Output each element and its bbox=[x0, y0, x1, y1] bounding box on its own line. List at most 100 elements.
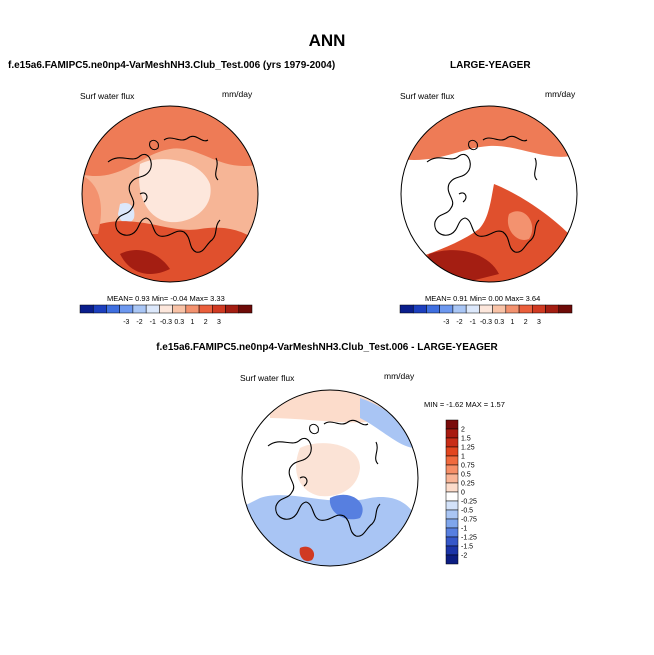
colorbar-swatch bbox=[445, 455, 459, 466]
obs-units-label: mm/day bbox=[545, 89, 576, 99]
colorbar-swatch bbox=[106, 304, 120, 314]
colorbar-swatch bbox=[145, 304, 160, 314]
figure-title: ANN bbox=[308, 31, 346, 50]
coastline bbox=[309, 423, 319, 435]
colorbar-swatch bbox=[445, 500, 459, 511]
coastline bbox=[107, 135, 221, 253]
colorbar-tick-label: 1.25 bbox=[461, 445, 475, 452]
colorbar-tick-label: -1.25 bbox=[461, 535, 477, 542]
colorbar-swatch bbox=[159, 304, 173, 314]
diff-stats: MIN = -1.62 MAX = 1.57 bbox=[424, 400, 505, 409]
colorbar-tick-label: 1.5 bbox=[461, 436, 471, 443]
test-variable-label: Surf water flux bbox=[80, 91, 135, 101]
colorbar-swatch bbox=[545, 304, 560, 314]
test-colorbar: -3 -2 -1 -0.3 0.3 1 2 3 bbox=[79, 304, 253, 326]
colorbar-swatch bbox=[79, 304, 94, 314]
map-border bbox=[81, 105, 259, 283]
colorbar-tick-label: -0.3 bbox=[480, 319, 492, 326]
colorbar-swatch bbox=[212, 304, 226, 314]
colorbar-swatch bbox=[426, 304, 440, 314]
colorbar-swatch bbox=[225, 304, 240, 314]
map-shading bbox=[507, 211, 533, 240]
colorbar-tick-label: -0.75 bbox=[461, 517, 477, 524]
colorbar-tick-label: -2 bbox=[461, 553, 467, 560]
colorbar-swatch bbox=[445, 518, 459, 529]
colorbar-swatch bbox=[445, 491, 459, 502]
colorbar-swatch bbox=[518, 304, 533, 314]
colorbar-tick-label: 0.5 bbox=[461, 472, 471, 479]
diff-variable-label: Surf water flux bbox=[240, 373, 295, 383]
colorbar-swatch bbox=[119, 304, 134, 314]
obs-stats: MEAN= 0.91 Min= 0.00 Max= 3.64 bbox=[425, 294, 541, 303]
colorbar-tick-label: -2 bbox=[456, 319, 462, 326]
colorbar-swatch bbox=[445, 419, 459, 430]
map-shading bbox=[120, 249, 170, 274]
colorbar-swatch bbox=[479, 304, 493, 314]
colorbar-swatch bbox=[445, 473, 459, 484]
colorbar-tick-label: 3 bbox=[217, 319, 221, 326]
colorbar-swatch bbox=[452, 304, 467, 314]
colorbar-tick-label: 0.25 bbox=[461, 481, 475, 488]
coastline bbox=[267, 419, 381, 537]
colorbar-tick-label: 3 bbox=[537, 319, 541, 326]
obs-polar-map bbox=[400, 105, 578, 283]
colorbar-tick-label: -2 bbox=[136, 319, 142, 326]
colorbar-swatch bbox=[445, 527, 459, 538]
colorbar-swatch bbox=[445, 554, 459, 565]
colorbar-swatch bbox=[445, 437, 459, 448]
colorbar-swatch bbox=[172, 304, 187, 314]
colorbar-swatch bbox=[445, 446, 459, 457]
colorbar-swatch bbox=[185, 304, 200, 314]
colorbar-tick-label: -0.5 bbox=[461, 508, 473, 515]
map-shading bbox=[82, 221, 258, 282]
diff-polar-map bbox=[241, 389, 419, 567]
colorbar-swatch bbox=[558, 304, 573, 314]
colorbar-swatch bbox=[92, 304, 107, 314]
colorbar-tick-label: -1 bbox=[461, 526, 467, 533]
colorbar-swatch bbox=[465, 304, 480, 314]
colorbar-tick-label: 1 bbox=[461, 454, 465, 461]
colorbar-swatch bbox=[439, 304, 454, 314]
colorbar-tick-label: -1.5 bbox=[461, 544, 473, 551]
colorbar-swatch bbox=[198, 304, 213, 314]
colorbar-tick-label: -3 bbox=[443, 319, 449, 326]
obs-panel-title: LARGE-YEAGER bbox=[450, 60, 531, 71]
test-units-label: mm/day bbox=[222, 89, 253, 99]
diff-colorbar: 2 1.5 1.25 1 0.75 0.5 0.25 0 -0.25 -0.5 -0.75 -1 -1.… bbox=[445, 419, 477, 565]
colorbar-tick-label: 0 bbox=[461, 490, 465, 497]
obs-colorbar: -3 -2 -1 -0.3 0.3 1 2 3 bbox=[399, 304, 573, 326]
colorbar-tick-label: -1 bbox=[150, 319, 156, 326]
map-shading bbox=[299, 546, 315, 562]
colorbar-swatch bbox=[445, 482, 459, 493]
map-border bbox=[400, 105, 578, 283]
coastline bbox=[426, 135, 540, 253]
colorbar-swatch bbox=[412, 304, 427, 314]
diff-units-label: mm/day bbox=[384, 371, 415, 381]
map-shading bbox=[296, 443, 360, 497]
colorbar-swatch bbox=[445, 536, 459, 547]
colorbar-tick-label: 2 bbox=[524, 319, 528, 326]
colorbar-swatch bbox=[532, 304, 546, 314]
colorbar-swatch bbox=[492, 304, 507, 314]
colorbar-tick-label: 0.3 bbox=[174, 319, 184, 326]
colorbar-swatch bbox=[445, 464, 459, 475]
colorbar-swatch bbox=[238, 304, 253, 314]
colorbar-tick-label: -3 bbox=[123, 319, 129, 326]
colorbar-tick-label: 1 bbox=[511, 319, 515, 326]
colorbar-tick-label: -0.3 bbox=[160, 319, 172, 326]
colorbar-tick-label: -1 bbox=[470, 319, 476, 326]
test-polar-map bbox=[81, 105, 259, 283]
map-shading bbox=[139, 159, 211, 223]
colorbar-tick-label: 2 bbox=[461, 427, 465, 434]
colorbar-tick-label: 1 bbox=[191, 319, 195, 326]
coastline bbox=[149, 139, 159, 151]
colorbar-tick-label: 0.3 bbox=[494, 319, 504, 326]
test-panel-title: f.e15a6.FAMIPC5.ne0np4-VarMeshNH3.Club_T… bbox=[8, 60, 336, 71]
colorbar-tick-label: 0.75 bbox=[461, 463, 475, 470]
obs-variable-label: Surf water flux bbox=[400, 91, 455, 101]
map-shading bbox=[242, 495, 418, 566]
test-stats: MEAN= 0.93 Min= -0.04 Max= 3.33 bbox=[107, 294, 225, 303]
colorbar-swatch bbox=[445, 509, 459, 520]
diff-panel-title: f.e15a6.FAMIPC5.ne0np4-VarMeshNH3.Club_T… bbox=[156, 342, 498, 353]
map-shading bbox=[360, 398, 415, 448]
